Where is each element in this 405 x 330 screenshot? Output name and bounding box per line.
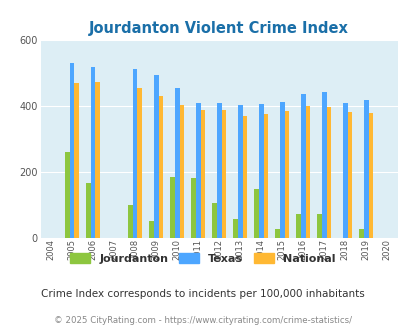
Bar bbox=[342, 103, 347, 238]
Bar bbox=[137, 88, 142, 238]
Bar bbox=[86, 183, 91, 238]
Bar bbox=[317, 214, 321, 238]
Bar bbox=[65, 152, 70, 238]
Bar bbox=[300, 94, 305, 238]
Bar bbox=[200, 110, 205, 238]
Bar bbox=[153, 75, 158, 238]
Bar bbox=[263, 114, 268, 238]
Bar bbox=[175, 88, 179, 238]
Bar bbox=[258, 104, 263, 238]
Bar bbox=[132, 69, 137, 238]
Bar bbox=[74, 83, 79, 238]
Bar bbox=[179, 105, 184, 238]
Bar bbox=[279, 102, 284, 238]
Bar bbox=[305, 106, 309, 238]
Bar bbox=[95, 82, 100, 238]
Bar bbox=[149, 221, 153, 238]
Title: Jourdanton Violent Crime Index: Jourdanton Violent Crime Index bbox=[89, 21, 348, 36]
Bar bbox=[321, 92, 326, 238]
Bar bbox=[242, 116, 247, 238]
Bar bbox=[347, 112, 352, 238]
Bar bbox=[254, 189, 258, 238]
Bar bbox=[196, 103, 200, 238]
Bar bbox=[221, 110, 226, 238]
Bar bbox=[233, 219, 237, 238]
Bar bbox=[358, 229, 363, 238]
Text: © 2025 CityRating.com - https://www.cityrating.com/crime-statistics/: © 2025 CityRating.com - https://www.city… bbox=[54, 316, 351, 325]
Legend: Jourdanton, Texas, National: Jourdanton, Texas, National bbox=[67, 250, 338, 267]
Bar bbox=[216, 103, 221, 238]
Bar bbox=[70, 63, 74, 238]
Bar bbox=[170, 177, 175, 238]
Bar bbox=[363, 100, 368, 238]
Bar bbox=[91, 67, 95, 238]
Bar bbox=[191, 178, 196, 238]
Bar bbox=[128, 205, 132, 238]
Bar bbox=[275, 229, 279, 238]
Bar bbox=[284, 111, 288, 238]
Bar bbox=[296, 214, 300, 238]
Bar bbox=[368, 113, 372, 238]
Bar bbox=[158, 96, 163, 238]
Bar bbox=[212, 203, 216, 238]
Bar bbox=[326, 107, 330, 238]
Text: Crime Index corresponds to incidents per 100,000 inhabitants: Crime Index corresponds to incidents per… bbox=[41, 289, 364, 299]
Bar bbox=[237, 105, 242, 238]
